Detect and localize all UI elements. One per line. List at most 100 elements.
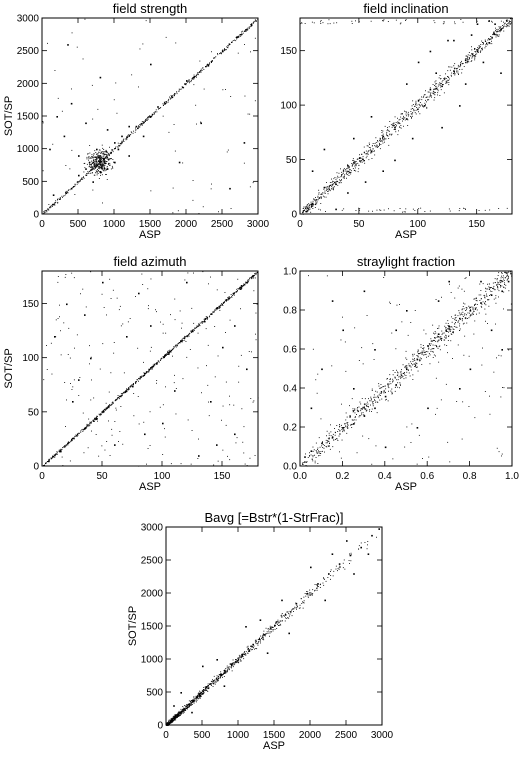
cloud-point [51, 373, 53, 375]
cloud-point [237, 52, 239, 54]
data-point [346, 540, 348, 542]
cloud-point [481, 303, 483, 305]
cloud-point [497, 286, 498, 287]
cloud-point [145, 372, 147, 374]
cloud-point [262, 637, 264, 639]
cloud-point [87, 153, 89, 154]
cloud-point [422, 458, 423, 459]
cloud-point [487, 283, 488, 285]
cloud-point [492, 34, 494, 36]
cloud-point [181, 86, 183, 88]
cloud-point [302, 463, 303, 465]
cloud-point [64, 446, 66, 448]
cloud-point [331, 365, 333, 367]
cloud-point [96, 156, 98, 158]
cloud-point [125, 138, 127, 139]
cloud-point [160, 358, 162, 360]
cloud-point [235, 662, 237, 664]
cloud-point [380, 144, 382, 145]
cloud-point [112, 159, 114, 160]
cloud-point [171, 96, 172, 97]
cloud-point [230, 297, 231, 299]
cloud-point [341, 175, 342, 177]
cloud-point [129, 134, 131, 136]
cloud-point [458, 285, 460, 287]
cloud-point [343, 176, 345, 178]
cloud-point [302, 462, 303, 464]
cloud-point [255, 20, 257, 22]
cloud-point [103, 307, 105, 308]
cloud-point [182, 711, 184, 712]
cloud-point [153, 364, 155, 366]
cloud-point [371, 408, 373, 410]
cloud-point [425, 104, 426, 106]
cloud-point [205, 688, 207, 689]
cloud-point [78, 432, 80, 434]
cloud-point [103, 170, 105, 172]
cloud-point [435, 80, 437, 82]
cloud-point [221, 675, 223, 677]
cloud-point [93, 159, 95, 160]
cloud-point [317, 447, 319, 449]
data-point [70, 187, 73, 190]
cloud-point [366, 405, 368, 407]
cloud-point [436, 346, 438, 348]
cloud-point [330, 578, 331, 580]
x-tick-label: 0 [39, 471, 45, 482]
cloud-point [180, 710, 182, 712]
data-point [363, 415, 366, 417]
cloud-point [496, 35, 498, 36]
cloud-point [91, 421, 92, 423]
cloud-point [248, 650, 250, 652]
cloud-point [128, 388, 129, 389]
cloud-point [342, 170, 344, 172]
cloud-point [132, 384, 134, 386]
cloud-point [125, 139, 127, 141]
cloud-point [419, 360, 421, 362]
cloud-point [97, 153, 99, 154]
cloud-point [466, 62, 468, 64]
cloud-point [285, 613, 286, 615]
cloud-point [395, 122, 397, 123]
cloud-point [226, 46, 228, 48]
cloud-point [92, 157, 94, 159]
cloud-point [342, 430, 344, 432]
cloud-point [446, 331, 448, 332]
cloud-point [232, 292, 234, 294]
cloud-point [199, 692, 201, 694]
cloud-point [92, 168, 94, 170]
cloud-point [101, 412, 103, 413]
cloud-point [347, 423, 348, 425]
cloud-point [496, 447, 498, 449]
cloud-point [415, 109, 417, 111]
cloud-point [411, 117, 412, 119]
cloud-point [311, 205, 313, 206]
cloud-point [296, 606, 298, 608]
cloud-point [445, 322, 447, 324]
data-point [128, 125, 130, 128]
cloud-point [158, 108, 160, 109]
cloud-point [131, 384, 132, 386]
cloud-point [163, 356, 164, 358]
cloud-point [48, 459, 50, 461]
panel-4: Bavg [=Bstr*(1-StrFrac)]0 500 1000 1500 2000… [127, 510, 394, 752]
cloud-point [346, 416, 348, 418]
cloud-point [325, 580, 327, 582]
data-point [347, 165, 349, 167]
cloud-point [364, 403, 366, 405]
cloud-point [206, 318, 208, 320]
cloud-point [439, 84, 441, 86]
cloud-point [381, 140, 382, 142]
cloud-point [412, 208, 414, 210]
cloud-point [101, 151, 102, 153]
cloud-point [243, 285, 245, 287]
data-point [186, 80, 188, 82]
cloud-point [506, 272, 508, 274]
cloud-point [66, 191, 68, 193]
cloud-point [435, 332, 437, 334]
cloud-point [433, 91, 435, 93]
cloud-point [494, 33, 496, 35]
cloud-point [249, 650, 251, 652]
cloud-point [510, 21, 512, 22]
cloud-point [468, 355, 470, 357]
